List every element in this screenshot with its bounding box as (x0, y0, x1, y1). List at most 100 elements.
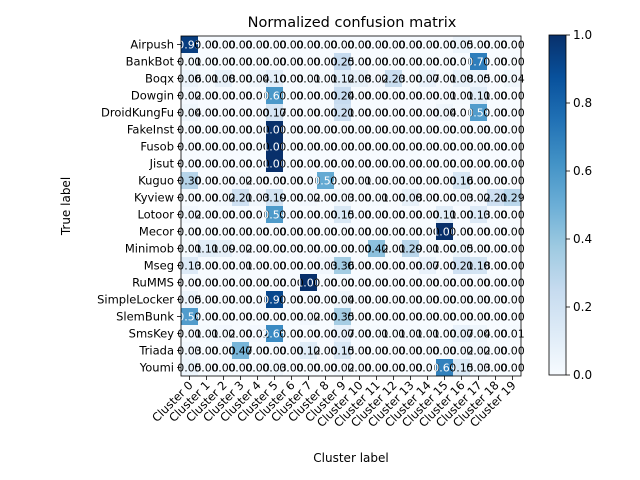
cell-value-label: 0.00 (313, 328, 338, 341)
cell-value-label: 0.00 (279, 260, 304, 273)
cell-value-label: 0.00 (228, 362, 253, 375)
heatmap-cell (232, 274, 250, 292)
heatmap-cell (351, 53, 369, 71)
cell-value-label: 0.00 (296, 226, 321, 239)
heatmap-cell (181, 155, 199, 173)
cell-value-label: 0.00 (330, 243, 355, 256)
cell-value-label: 0.01 (228, 260, 253, 273)
heatmap-cell (266, 291, 284, 309)
heatmap-cell (351, 240, 369, 258)
heatmap-cell (385, 138, 403, 156)
heatmap-cell (504, 36, 522, 54)
cell-value-label: 0.00 (296, 56, 321, 69)
cell-value-label: 0.58 (177, 311, 202, 324)
heatmap-cell (181, 359, 199, 377)
heatmap-cell (487, 138, 505, 156)
cell-value-label: 0.01 (381, 328, 406, 341)
heatmap-cell (249, 240, 267, 258)
heatmap-cell (368, 53, 386, 71)
cell-value-label: 0.00 (483, 124, 508, 137)
cell-value-label: 0.35 (330, 311, 355, 324)
heatmap-cell (351, 257, 369, 275)
cell-value-label: 0.00 (279, 345, 304, 358)
heatmap-cell (487, 257, 505, 275)
heatmap-cell (368, 121, 386, 139)
cell-value-label: 0.00 (347, 362, 372, 375)
cell-value-label: 0.00 (483, 226, 508, 239)
cell-value-label: 0.00 (279, 56, 304, 69)
heatmap-cell (300, 53, 318, 71)
heatmap-cell (283, 325, 301, 343)
cell-value-label: 0.00 (432, 311, 457, 324)
cell-value-label: 0.00 (313, 124, 338, 137)
heatmap-cell (470, 359, 488, 377)
heatmap-cell (402, 240, 420, 258)
cell-value-label: 1.00 (262, 158, 287, 171)
cell-value-label: 0.02 (228, 243, 253, 256)
cell-value-label: 0.01 (432, 90, 457, 103)
heatmap-cell (402, 53, 420, 71)
cell-value-label: 0.04 (330, 294, 355, 307)
cell-value-label: 0.00 (364, 141, 389, 154)
heatmap-cell (300, 172, 318, 190)
cell-value-label: 0.15 (449, 362, 474, 375)
cell-value-label: 0.00 (313, 39, 338, 52)
heatmap-cell (453, 342, 471, 360)
heatmap-cell (453, 155, 471, 173)
heatmap-cell (470, 257, 488, 275)
cell-value-label: 0.00 (194, 209, 219, 222)
cell-value-label: 0.91 (262, 294, 287, 307)
cell-value-label: 0.00 (483, 39, 508, 52)
cell-value-label: 0.00 (381, 175, 406, 188)
heatmap-cell (504, 189, 522, 207)
heatmap-cell (436, 104, 454, 122)
cell-value-label: 0.00 (398, 277, 423, 290)
cell-value-label: 0.05 (449, 243, 474, 256)
heatmap-cell (334, 121, 352, 139)
cell-value-label: 0.00 (449, 56, 474, 69)
cell-value-label: 0.00 (381, 158, 406, 171)
cell-value-label: 0.02 (296, 311, 321, 324)
heatmap-cell (249, 342, 267, 360)
heatmap-cell (232, 104, 250, 122)
cell-value-label: 1.00 (262, 141, 287, 154)
cell-value-label: 0.00 (398, 141, 423, 154)
cell-value-label: 0.03 (262, 362, 287, 375)
heatmap-cell (368, 274, 386, 292)
cell-value-label: 0.07 (449, 328, 474, 341)
heatmap-cell (283, 257, 301, 275)
heatmap-cell (436, 172, 454, 190)
cell-value-label: 0.00 (177, 277, 202, 290)
heatmap-cell (504, 53, 522, 71)
heatmap-cell (300, 155, 318, 173)
cell-value-label: 0.00 (381, 277, 406, 290)
heatmap-cell (317, 257, 335, 275)
y-tick-label: Lotoor (137, 208, 174, 222)
cell-value-label: 0.00 (483, 311, 508, 324)
heatmap-cell (198, 308, 216, 326)
cell-value-label: 0.00 (228, 328, 253, 341)
cell-value-label: 0.02 (330, 362, 355, 375)
heatmap-cell (300, 138, 318, 156)
heatmap-cell (402, 274, 420, 292)
heatmap-cell (351, 172, 369, 190)
cell-value-label: 0.00 (398, 107, 423, 120)
cell-value-label: 0.00 (347, 141, 372, 154)
cell-value-label: 0.00 (500, 90, 525, 103)
heatmap-cell (436, 359, 454, 377)
heatmap-cell (334, 138, 352, 156)
heatmap-cell (385, 257, 403, 275)
cell-value-label: 0.00 (313, 141, 338, 154)
cell-value-label: 0.00 (228, 141, 253, 154)
heatmap-cell (470, 155, 488, 173)
cell-value-label: 0.00 (211, 175, 236, 188)
heatmap-cell (487, 104, 505, 122)
cell-value-label: 0.00 (449, 124, 474, 137)
heatmap-cell (504, 342, 522, 360)
heatmap-cell (181, 87, 199, 105)
heatmap-cell (385, 87, 403, 105)
cell-value-label: 0.00 (279, 107, 304, 120)
heatmap-cell (385, 36, 403, 54)
cell-value-label: 0.00 (466, 277, 491, 290)
heatmap-cell (249, 121, 267, 139)
